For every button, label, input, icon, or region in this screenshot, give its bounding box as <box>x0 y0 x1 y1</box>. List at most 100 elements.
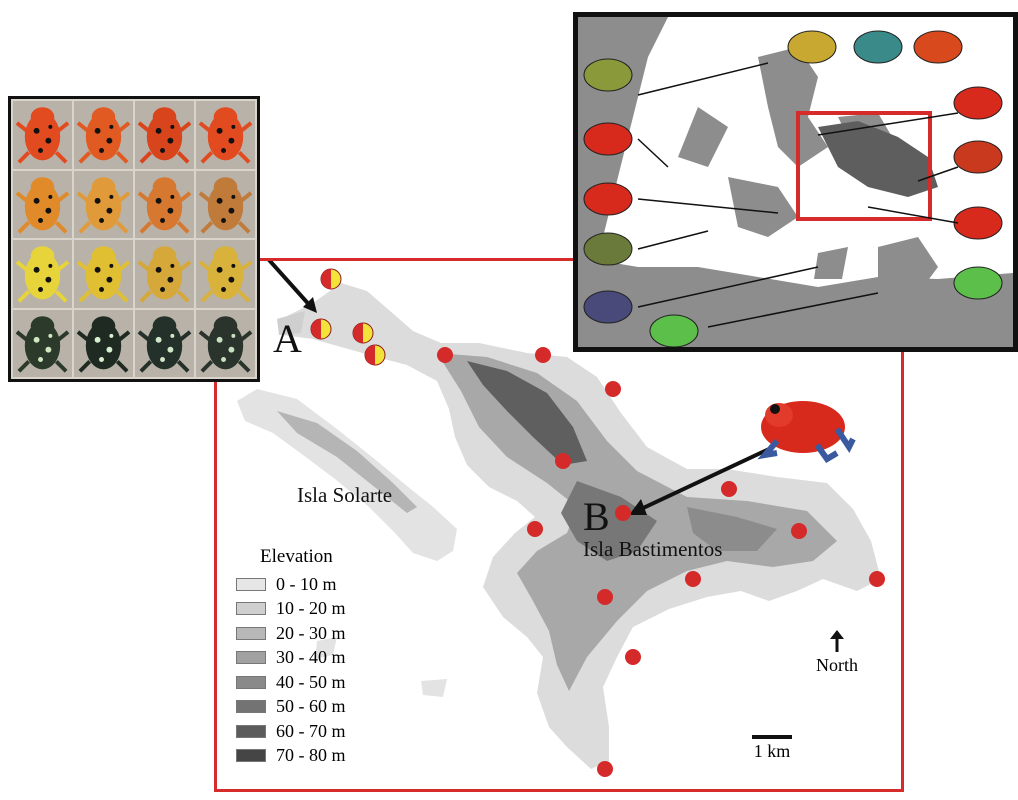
mainland <box>578 17 668 347</box>
overview-inset-map <box>573 12 1018 352</box>
legend-row: 0 - 10 m <box>236 572 386 597</box>
frog-icon <box>76 107 131 164</box>
frog-icon <box>15 176 70 234</box>
frog-photo <box>13 170 72 238</box>
frog-photo <box>13 309 72 377</box>
study-area-highlight <box>796 111 932 221</box>
frog-icon <box>953 206 1003 240</box>
legend-row: 10 - 20 m <box>236 597 386 622</box>
frog-icon <box>198 246 253 303</box>
legend-label: 60 - 70 m <box>276 720 346 741</box>
overview-map <box>578 17 1013 347</box>
sampling-site-pie-slice <box>311 329 321 339</box>
legend-label: 40 - 50 m <box>276 671 346 692</box>
frog-icon <box>583 122 633 156</box>
frog-photo <box>135 309 194 377</box>
sampling-site <box>685 571 701 587</box>
legend-swatch <box>236 602 266 616</box>
north-arrow-icon <box>830 630 844 652</box>
legend-swatch <box>236 626 266 640</box>
sampling-site <box>555 453 571 469</box>
frog-photo <box>74 170 133 238</box>
island <box>758 47 828 167</box>
legend-label: 70 - 80 m <box>276 745 346 766</box>
frog-icon <box>15 246 70 303</box>
legend-row: 70 - 80 m <box>236 744 386 769</box>
frog-icon <box>953 86 1003 120</box>
legend-row: 30 - 40 m <box>236 646 386 671</box>
sampling-site <box>437 347 453 363</box>
sampling-site <box>605 381 621 397</box>
north-label: North <box>816 655 858 675</box>
frog-icon <box>198 107 253 164</box>
scale-bar-line <box>752 735 792 739</box>
frog-photo <box>13 101 72 169</box>
legend-label: 20 - 30 m <box>276 622 346 643</box>
arrow-frog-to-b <box>640 447 770 511</box>
bastimentos-high-elevation <box>467 361 587 465</box>
frog-icon <box>649 314 699 347</box>
frog-photo <box>196 240 255 308</box>
inset-arrow <box>867 206 959 224</box>
frog-photo-grid <box>8 96 260 382</box>
sampling-site-pie-slice <box>311 319 321 329</box>
isla-solarte-label: Isla Solarte <box>297 483 393 507</box>
frog-icon <box>76 176 131 234</box>
sampling-site <box>597 589 613 605</box>
sampling-site-pie-slice <box>321 269 331 279</box>
isla-bastimentos-label: Isla Bastimentos <box>583 537 723 561</box>
inset-arrow <box>637 138 669 168</box>
frog-photo <box>135 101 194 169</box>
sampling-site-pie-slice <box>365 345 375 355</box>
frog-photo <box>196 101 255 169</box>
frog-icon <box>953 140 1003 174</box>
legend-label: 10 - 20 m <box>276 598 346 619</box>
frog-icon <box>137 315 192 373</box>
sampling-site <box>527 521 543 537</box>
isla-solarte-ridge <box>277 411 417 513</box>
scale-bar: 1 km <box>752 735 792 762</box>
frog-icon <box>15 107 70 164</box>
island <box>878 237 938 307</box>
sampling-site <box>615 505 631 521</box>
legend-row: 50 - 60 m <box>236 695 386 720</box>
scale-label: 1 km <box>753 741 791 761</box>
isla-solarte-landmass <box>237 389 457 561</box>
inset-arrow <box>817 112 959 136</box>
islet <box>421 679 447 697</box>
legend-title: Elevation <box>260 546 333 567</box>
frog-icon <box>198 176 253 234</box>
frog-icon <box>76 315 131 373</box>
arrowhead <box>303 297 317 313</box>
inset-arrow <box>707 292 879 328</box>
frog-icon <box>583 232 633 266</box>
island-bastimentos <box>818 121 938 197</box>
sampling-site <box>625 649 641 665</box>
sampling-site-pie-slice <box>353 333 363 343</box>
elevation-map <box>237 261 885 777</box>
legend-row: 60 - 70 m <box>236 719 386 744</box>
legend-row: 20 - 30 m <box>236 621 386 646</box>
island <box>814 247 848 279</box>
north-indicator: North <box>816 630 858 676</box>
sampling-site-pie-slice <box>365 355 375 365</box>
legend-swatch <box>236 651 266 665</box>
frog-icon <box>787 30 837 64</box>
frog-icon <box>953 266 1003 300</box>
legend-swatch <box>236 724 266 738</box>
legend-swatch <box>236 749 266 763</box>
frog-icon <box>913 30 963 64</box>
inset-arrow <box>637 266 819 308</box>
inset-arrow <box>917 166 959 182</box>
legend-label: 0 - 10 m <box>276 573 337 594</box>
frog-icon <box>137 176 192 234</box>
legend-swatch <box>236 675 266 689</box>
sampling-site-pie-slice <box>321 279 331 289</box>
inset-arrow <box>637 230 709 250</box>
arrowhead <box>629 499 647 515</box>
frog-icon <box>757 401 856 463</box>
overview-frog-icons <box>583 30 1003 347</box>
sampling-sites <box>310 268 885 777</box>
sampling-site-pie-slice <box>353 323 363 333</box>
